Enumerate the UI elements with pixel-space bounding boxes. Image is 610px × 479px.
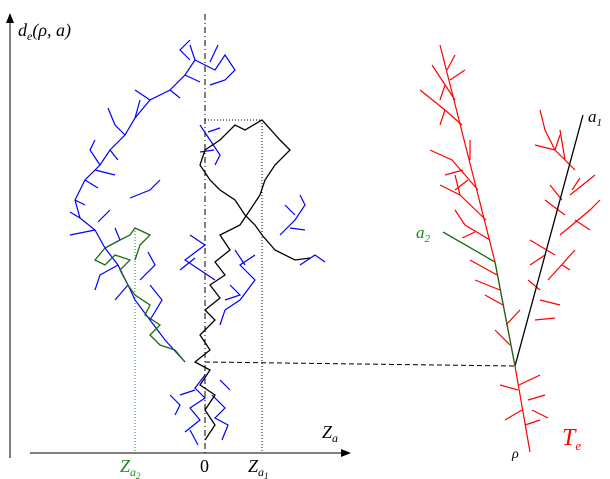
leaf-a1: a1 <box>588 107 602 129</box>
x-label: Za <box>322 422 338 445</box>
tick-zero: 0 <box>200 456 209 476</box>
leaf-a2: a2 <box>416 223 431 245</box>
y-label: de(ρ, a) <box>18 20 71 43</box>
tick-za2: Za2 <box>120 456 141 479</box>
path-a1 <box>195 120 310 440</box>
height-link <box>205 362 515 366</box>
tick-subsub: 1 <box>264 471 269 479</box>
root-label: ρ <box>511 447 519 462</box>
diagram: de(ρ, a) Za Za2 0 Za1 a1 a2 ρ Te <box>0 0 610 479</box>
leaf-base: a <box>416 223 425 242</box>
path-a2 <box>95 228 185 362</box>
branch-a1 <box>515 115 583 366</box>
branch-a2 <box>443 232 515 366</box>
leaf-sub: 1 <box>597 117 603 129</box>
y-label-rest: (ρ, a) <box>32 20 71 41</box>
leaf-base: a <box>588 107 597 126</box>
leaf-sub: 2 <box>425 233 431 245</box>
snake-branches <box>70 40 325 445</box>
tick-subsub: 2 <box>136 471 141 479</box>
x-label-sub: a <box>332 431 338 445</box>
tree-name: Te <box>562 425 581 453</box>
guide-a1 <box>205 120 262 453</box>
tick-za1: Za1 <box>248 456 269 479</box>
tree-name-sub: e <box>575 438 581 453</box>
tree-red <box>420 45 600 452</box>
